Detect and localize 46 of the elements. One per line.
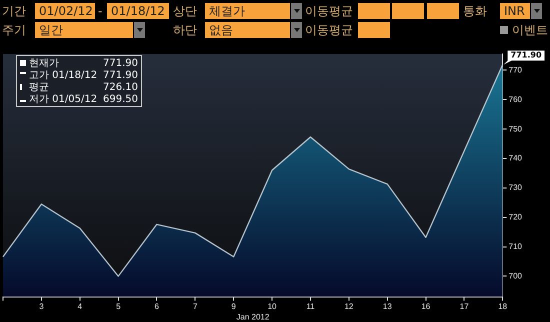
x-tick-label: 4	[78, 302, 83, 311]
annotation: 771.90	[510, 50, 542, 60]
text: 하단	[173, 22, 197, 38]
text: 이동평균	[305, 22, 353, 38]
annotation: 현재가	[29, 57, 60, 70]
text: 일간	[35, 22, 133, 38]
annotation: 저가 01/05/12	[29, 93, 98, 106]
x-tick-label: 5	[116, 302, 122, 311]
x-tick-label: 17	[460, 302, 470, 311]
text: 01/18/12	[107, 3, 169, 19]
annotation: 771.90	[103, 58, 138, 68]
y-tick-label: 740	[508, 154, 523, 163]
x-tick-label: 18	[498, 302, 508, 311]
text: 체결가	[205, 3, 290, 19]
text: -	[98, 3, 102, 19]
annotation: 726.10	[103, 82, 138, 92]
y-tick-label: 720	[508, 212, 523, 222]
text: 기간	[2, 3, 26, 19]
annotation: 699.50	[103, 94, 138, 104]
y-tick-label: 730	[508, 183, 523, 192]
x-tick-label: 11	[306, 302, 316, 311]
text: 주기	[2, 22, 26, 38]
annotation: 평균	[29, 81, 50, 94]
text: 상단	[173, 3, 197, 19]
y-tick-label: 710	[508, 242, 523, 251]
x-tick-label: 6	[154, 302, 160, 311]
x-tick-label: 12	[344, 302, 354, 311]
annotation: 771.90	[103, 70, 138, 80]
x-tick-label: 3	[39, 302, 44, 311]
text: 통화	[463, 3, 487, 19]
y-tick-label: 770	[508, 65, 523, 74]
x-tick-label: 13	[382, 302, 392, 311]
x-tick-label: 16	[421, 302, 431, 311]
annotation: 고가 01/18/12	[29, 69, 98, 82]
x-tick-label: 10	[268, 302, 278, 311]
y-tick-label: 760	[508, 94, 523, 104]
x-tick-label: 7	[192, 302, 198, 311]
x-tick-label: 9	[231, 302, 236, 311]
y-tick-label: 700	[508, 271, 523, 280]
x-axis-title: Jan 2012	[236, 312, 270, 322]
y-tick-label: 750	[508, 124, 523, 134]
text: 이벤트	[512, 22, 548, 38]
text: 이동평균	[305, 3, 353, 19]
text: 01/02/12	[35, 3, 95, 19]
text: 없음	[205, 22, 290, 38]
text: INR	[500, 3, 530, 19]
